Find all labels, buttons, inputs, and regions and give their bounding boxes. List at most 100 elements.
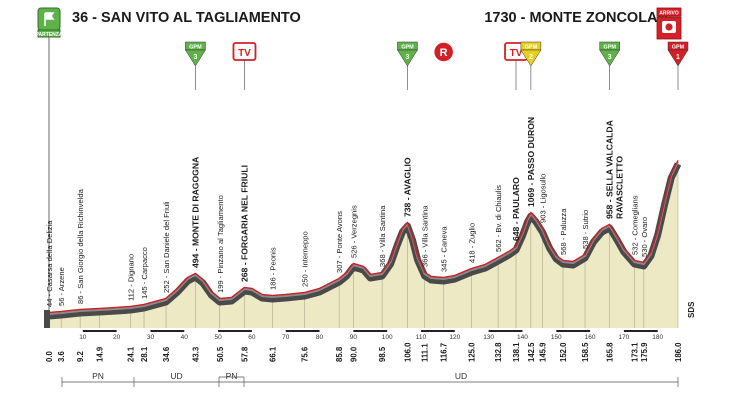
scale-segment [251, 329, 286, 333]
km-label: 138.1 [512, 342, 521, 362]
scale-segment [387, 329, 421, 333]
km-label: 90.0 [349, 346, 358, 362]
region-label: UD [455, 371, 467, 381]
waypoint-label: 538 - Sutrio [581, 210, 590, 249]
km-label: 106.0 [403, 342, 412, 362]
gpm-category: 3 [193, 54, 197, 61]
km-label: 125.0 [468, 342, 477, 362]
region-label: PN [92, 371, 104, 381]
km-label: 98.5 [378, 346, 387, 362]
scale-segment [454, 329, 489, 333]
waypoint-label: 186 - Peonis [269, 247, 278, 290]
waypoint-label: 648 - PAULARO [511, 177, 521, 241]
scale-segment [116, 329, 151, 333]
refreshment-label: R [440, 47, 448, 59]
km-label: 85.8 [335, 346, 344, 362]
scale-segment [522, 329, 557, 333]
waypoint-label: 532 - Comeglians [630, 195, 639, 255]
logo-text: SDS [687, 301, 696, 318]
waypoint-label: 494 - MONTE DI RAGOGNA [190, 157, 200, 268]
finish-town-title: 1730 - MONTE ZONCOLAN [484, 10, 668, 26]
region-label: PN [226, 371, 238, 381]
axis-tick-label: 180 [652, 334, 663, 341]
km-label: 142.5 [527, 342, 536, 362]
km-label: 132.8 [494, 342, 503, 362]
waypoint-label: 44 - Casarsa della Delizia [45, 220, 54, 307]
gpm-category: 2 [529, 54, 533, 61]
start-block [44, 310, 50, 328]
gpm-category: 3 [406, 54, 410, 61]
km-label: 24.1 [126, 346, 135, 362]
gpm-label: GPM [189, 45, 202, 51]
gpm-2-icon: GPM 2 [520, 41, 542, 90]
waypoint-label: 958 - SELLA VALCALDARAVASCLETTO [605, 120, 625, 219]
gpm-label: GPM [603, 45, 616, 51]
km-label: 111.1 [421, 343, 430, 362]
elevation-fill [49, 164, 678, 328]
axis-tick-label: 60 [248, 334, 256, 341]
scale-segment [319, 329, 354, 333]
waypoint-label: 345 - Caneva [440, 226, 449, 272]
km-label: 50.5 [216, 346, 225, 362]
km-label: 28.1 [140, 346, 149, 362]
waypoint-label: 562 - Bv. di Chiaulis [494, 185, 503, 252]
gpm-label: GPM [525, 45, 538, 51]
km-label: 0.0 [45, 350, 54, 362]
region-bar-layer: PN UD PN UD [61, 371, 679, 387]
gpm-category: 1 [676, 54, 680, 61]
km-label: 152.0 [559, 342, 568, 362]
waypoint-label: 268 - FORGARIA NEL FRIULI [239, 165, 249, 282]
axis-tick-label: 80 [316, 334, 324, 341]
km-label: 75.6 [301, 346, 310, 362]
gpm-3-icon: GPM 3 [599, 41, 621, 90]
start-flag-icon: PARTENZA [36, 7, 63, 38]
axis-tick-label: 110 [416, 334, 427, 341]
axis-tick-label: 90 [350, 334, 358, 341]
km-label: 57.8 [240, 346, 249, 362]
axis-tick-label: 20 [113, 334, 121, 341]
finish-camera-icon: ARRIVO [656, 7, 682, 40]
axis-tick-label: 170 [618, 334, 629, 341]
waypoint-label: 418 - Zuglio [468, 223, 477, 263]
axis-tick-label: 70 [282, 334, 290, 341]
km-label: 34.6 [162, 346, 171, 362]
start-badge-label: PARTENZA [36, 32, 63, 38]
waypoint-label: 56 - Arzene [57, 267, 66, 306]
scale-segment [590, 329, 624, 333]
axis-tick-label: 100 [382, 334, 393, 341]
axis-tick-label: 30 [147, 334, 155, 341]
axis-tick-label: 40 [181, 334, 189, 341]
axis-tick-label: 120 [449, 334, 460, 341]
scale-segment [49, 329, 83, 333]
gpm-3-icon: GPM 3 [184, 41, 206, 90]
waypoint-label: 526 - Verzegnis [349, 205, 358, 258]
finish-badge-label: ARRIVO [659, 11, 679, 17]
profile-layer [44, 160, 682, 328]
distance-axis-layer: 10 20 30 40 50 60 70 80 90 100 110 120 130 140 150 160 1… [45, 329, 692, 362]
axis-tick-label: 10 [79, 334, 87, 341]
axis-tick-label: 150 [551, 334, 562, 341]
waypoint-label: 568 - Paluzza [559, 208, 568, 255]
axis-tick-label: 130 [483, 334, 494, 341]
waypoint-labels-layer: 44 - Casarsa della Delizia 56 - Arzene 86 … [45, 117, 649, 307]
gpm-3-icon: GPM 3 [397, 41, 418, 90]
km-label: 66.1 [269, 346, 278, 362]
gpm-1-icon: GPM 1 [667, 41, 689, 90]
km-label: 145.9 [538, 342, 547, 362]
gpm-label: GPM [401, 45, 414, 51]
axis-tick-label: 160 [585, 334, 596, 341]
km-label: 165.8 [606, 342, 615, 362]
gpm-category: 3 [608, 54, 612, 61]
waypoint-label: 530 - Ovaro [640, 217, 649, 257]
waypoint-label: 86 - San Giorgio della Richinvelda [76, 188, 85, 304]
km-label: 9.2 [76, 350, 85, 362]
region-label: UD [170, 371, 182, 381]
tv-icon: TV [232, 42, 257, 90]
waypoint-label: 252 - San Daniele del Friuli [162, 201, 171, 293]
tv-label: TV [510, 48, 523, 59]
refreshment-icon: R [432, 41, 455, 63]
km-label: 116.7 [440, 343, 449, 362]
waypoint-label: 1069 - PASSO DURON [526, 117, 536, 207]
waypoint-label: 738 - AVAGLIO [402, 157, 412, 217]
